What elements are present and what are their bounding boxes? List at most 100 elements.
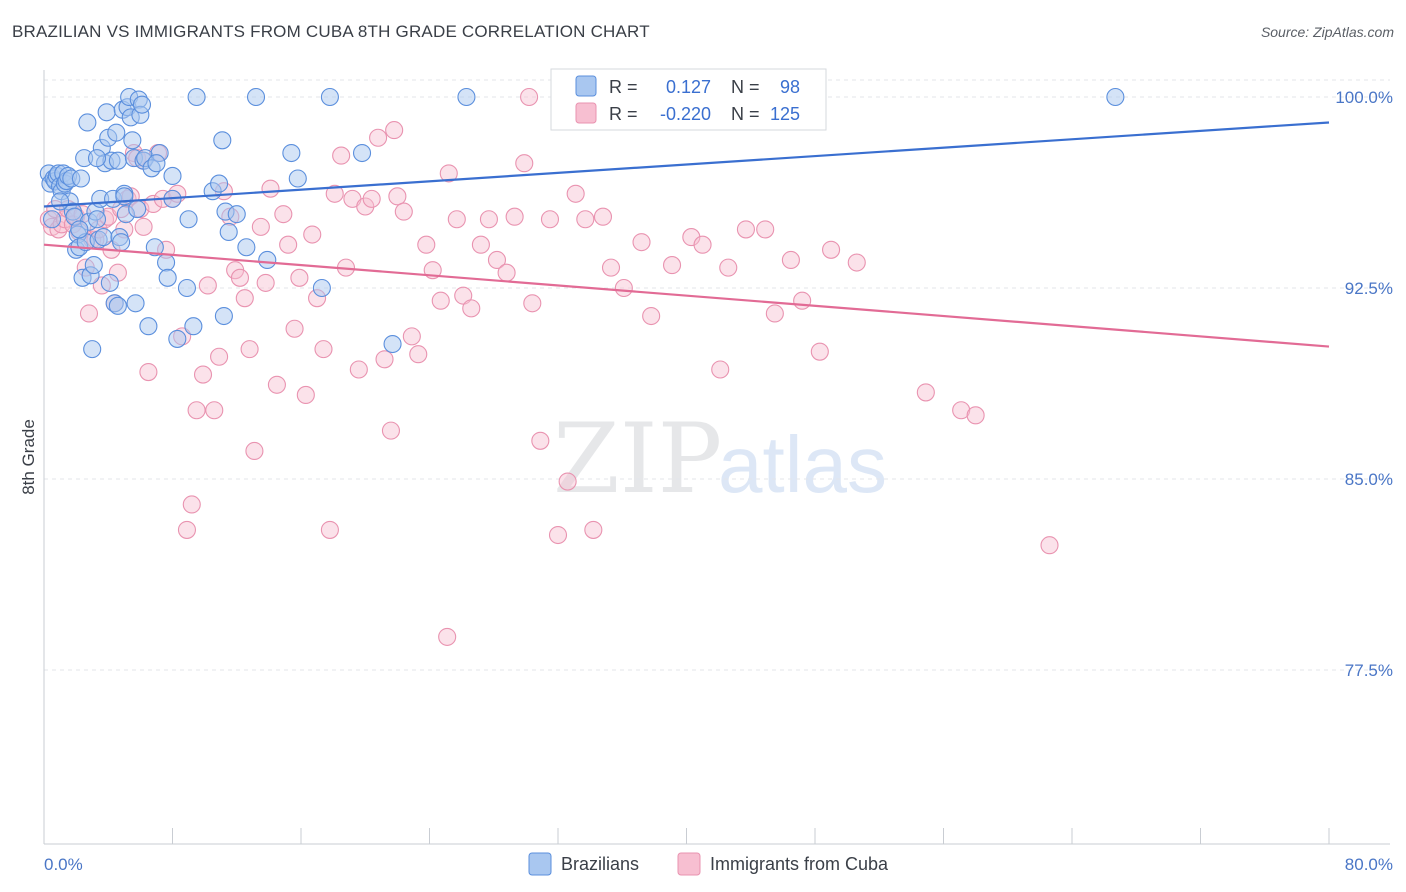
y-tick-label: 100.0% xyxy=(1335,88,1393,107)
cuba-point xyxy=(531,431,550,450)
cuba-point xyxy=(385,121,404,140)
cuba-point xyxy=(454,286,473,305)
cuba-point xyxy=(447,210,466,229)
brazilian-point xyxy=(457,87,476,107)
series-legend: Brazilians Immigrants from Cuba xyxy=(528,852,889,876)
cuba-point xyxy=(314,340,333,359)
cuba-point xyxy=(479,210,498,229)
watermark: ZIP atlas xyxy=(553,403,887,515)
brazilian-point xyxy=(288,169,307,188)
brazilian-point xyxy=(83,340,102,359)
cuba-point xyxy=(719,258,738,277)
stats-legend: R = 0.127 N = 98 R = -0.220 N = 125 xyxy=(550,68,827,131)
brazilian-point xyxy=(168,329,187,348)
brazilian-point xyxy=(107,123,126,142)
cuba-point xyxy=(409,345,428,364)
brazilian-point xyxy=(71,169,90,188)
cuba-point xyxy=(614,278,633,298)
brazilian-point xyxy=(237,238,256,257)
cuba-point xyxy=(274,205,293,224)
cuba-point xyxy=(505,207,524,226)
legend-n-label-1: N = xyxy=(731,77,760,97)
brazilian-point xyxy=(184,317,203,336)
bottom-legend-swatch-cuba xyxy=(677,852,701,876)
brazilian-point xyxy=(187,87,206,107)
cuba-point xyxy=(462,299,481,318)
brazilian-point xyxy=(94,228,113,247)
series-brazilians-points xyxy=(39,87,1125,359)
bottom-legend-label-cuba: Immigrants from Cuba xyxy=(710,854,889,874)
cuba-point xyxy=(439,164,458,183)
cuba-point xyxy=(296,385,315,405)
cuba-point xyxy=(693,235,712,254)
stats-legend-box xyxy=(550,68,827,131)
cuba-point xyxy=(952,401,971,420)
cuba-point xyxy=(193,365,213,384)
legend-n-value-1: 98 xyxy=(780,77,800,97)
bottom-legend-label-brazilians: Brazilians xyxy=(561,854,639,874)
brazilian-point xyxy=(145,238,164,257)
cuba-point xyxy=(245,441,264,461)
cuba-point xyxy=(601,258,621,277)
cuba-point xyxy=(256,273,275,292)
y-tick-label: 77.5% xyxy=(1345,661,1393,680)
cuba-point xyxy=(642,306,661,326)
cuba-point xyxy=(566,184,585,203)
brazilian-point xyxy=(87,149,107,168)
cuba-point xyxy=(417,235,436,254)
cuba-point xyxy=(187,401,206,420)
trendline-cuba xyxy=(43,243,1330,348)
brazilian-point xyxy=(108,296,127,315)
cuba-point xyxy=(388,187,407,206)
legend-r-label-2: R = xyxy=(609,104,638,124)
cuba-point xyxy=(139,362,158,382)
cuba-point xyxy=(356,197,375,216)
cuba-point xyxy=(279,235,298,254)
x-tick-label-max: 80.0% xyxy=(1345,855,1393,874)
legend-n-value-2: 125 xyxy=(770,104,800,124)
cuba-point xyxy=(736,220,755,239)
brazilian-point xyxy=(282,143,301,163)
series-cuba-points xyxy=(39,87,1059,646)
cuba-point xyxy=(520,87,539,107)
brazilian-point xyxy=(227,205,246,224)
cuba-point xyxy=(349,360,368,379)
cuba-point xyxy=(497,263,516,282)
cuba-point xyxy=(765,304,784,323)
cuba-point xyxy=(515,154,534,173)
brazilian-point xyxy=(87,210,107,229)
cuba-point xyxy=(230,268,250,287)
brazilian-point xyxy=(100,273,119,292)
brazilian-point xyxy=(97,103,116,122)
cuba-point xyxy=(251,217,270,236)
cuba-point xyxy=(267,375,286,394)
brazilian-point xyxy=(78,113,97,132)
cuba-point xyxy=(402,327,421,346)
cuba-point xyxy=(1040,536,1059,555)
cuba-point xyxy=(822,240,841,259)
cuba-point xyxy=(325,184,344,203)
trendlines xyxy=(43,121,1330,348)
cuba-point xyxy=(332,146,351,165)
cuba-point xyxy=(182,495,201,514)
cuba-point xyxy=(79,304,99,323)
brazilian-point xyxy=(157,253,176,272)
cuba-point xyxy=(632,233,651,252)
cuba-point xyxy=(210,347,229,366)
legend-r-value-2: -0.220 xyxy=(660,104,711,124)
legend-r-label-1: R = xyxy=(609,77,638,97)
trendline-brazilians xyxy=(43,121,1330,208)
brazilian-point xyxy=(70,220,89,239)
cuba-point xyxy=(290,268,309,287)
cuba-point xyxy=(548,525,568,545)
brazilian-point xyxy=(210,174,229,193)
cuba-point xyxy=(584,520,603,539)
axes xyxy=(43,70,1390,845)
cuba-point xyxy=(576,210,595,229)
brazilian-point xyxy=(179,210,198,229)
cuba-point xyxy=(240,340,259,359)
cuba-point xyxy=(261,179,280,198)
y-axis-title: 8th Grade xyxy=(19,419,38,495)
brazilian-point xyxy=(84,256,103,275)
brazilian-point xyxy=(128,200,147,219)
